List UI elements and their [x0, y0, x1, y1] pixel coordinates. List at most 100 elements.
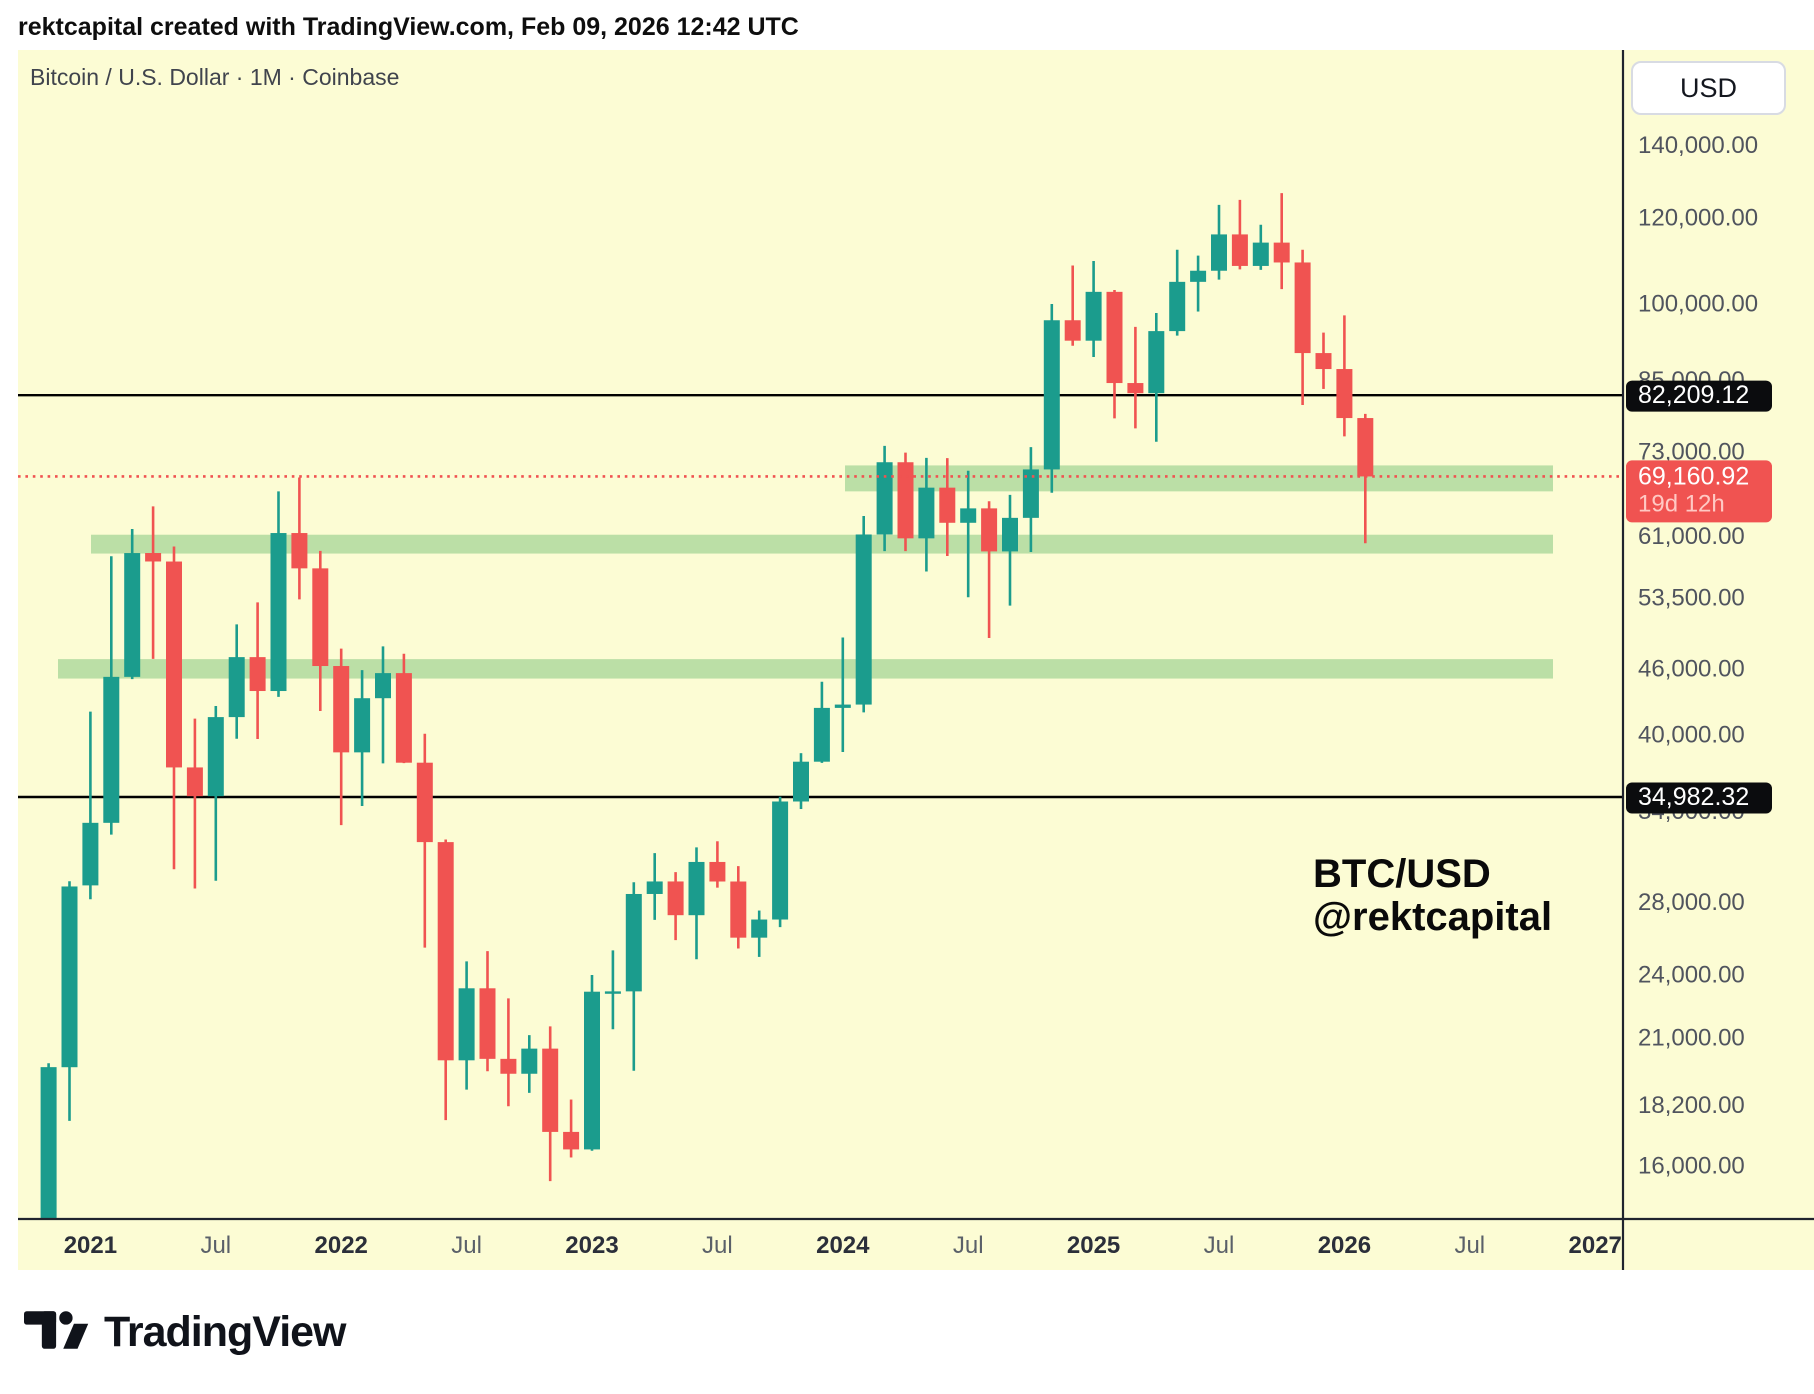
candle-body [1148, 331, 1165, 394]
candle-body [166, 561, 182, 768]
candle-body [960, 508, 977, 523]
candle-body [479, 988, 496, 1059]
candle-body [813, 707, 830, 762]
candle-body [354, 698, 371, 753]
candle-body [1085, 291, 1102, 341]
support-zone [58, 659, 1553, 679]
candle-body [416, 762, 433, 843]
time-tick-label: Jul [200, 1232, 231, 1259]
candle-body [1315, 353, 1332, 370]
candle-body [375, 673, 391, 699]
price-scale[interactable]: 140,000.00120,000.00100,000.0085,000.007… [1638, 132, 1758, 1179]
candle-body [395, 673, 412, 763]
svg-text:69,160.92: 69,160.92 [1638, 462, 1749, 490]
time-tick-label: Jul [1454, 1232, 1485, 1259]
candle-body [981, 508, 998, 552]
candle-body [61, 886, 78, 1068]
candle-body [772, 801, 789, 920]
candle-body [228, 657, 245, 718]
candle-body [646, 881, 663, 894]
candle-body [1190, 270, 1207, 282]
attribution-text: rektcapital created with TradingView.com… [18, 13, 799, 41]
support-zone [91, 534, 1553, 554]
price-tick-label: 100,000.00 [1638, 291, 1758, 318]
candle-body [897, 462, 914, 539]
candle-body [1294, 262, 1311, 354]
candle-body [688, 861, 705, 916]
time-tick-label: 2021 [64, 1232, 117, 1259]
price-tick-label: 140,000.00 [1638, 132, 1758, 159]
price-tick-label: 40,000.00 [1638, 721, 1745, 748]
candle-body [584, 991, 600, 1150]
price-tick-label: 53,500.00 [1638, 585, 1745, 612]
candle-body [751, 919, 768, 938]
candle-body [521, 1048, 538, 1074]
time-tick-label: 2026 [1318, 1232, 1371, 1259]
candle-body [312, 568, 329, 667]
time-tick-label: 2022 [315, 1232, 368, 1259]
candle-body [918, 487, 935, 539]
candle-body [124, 553, 141, 677]
candle-body [1211, 234, 1227, 271]
candle-body [730, 881, 747, 938]
candle-body [458, 988, 475, 1061]
support-zone [845, 465, 1553, 492]
candle-body [1252, 242, 1269, 266]
candle-body [270, 533, 287, 692]
candle-body [437, 842, 454, 1061]
candle-body [709, 861, 726, 882]
candle-body [249, 657, 266, 692]
price-level-badge: 82,209.12 [1626, 380, 1772, 412]
price-tick-label: 16,000.00 [1638, 1152, 1745, 1179]
time-tick-label: Jul [451, 1232, 482, 1259]
price-tick-label: 46,000.00 [1638, 656, 1745, 683]
candle-body [876, 462, 893, 535]
candle-body [1357, 418, 1374, 477]
candle-body [207, 717, 224, 797]
candle-body [186, 767, 203, 797]
candle-body [103, 676, 120, 823]
price-level-lines [18, 393, 1623, 799]
candle-body [542, 1048, 559, 1132]
candle-body [1273, 242, 1290, 263]
time-tick-label: 2024 [816, 1232, 870, 1259]
candle-body [1169, 281, 1186, 332]
candle-body [667, 881, 684, 916]
time-scale[interactable]: 2021 Jul 2022 Jul 2023 Jul 2024 Jul 2025 Jul 2026 J… [64, 1232, 1622, 1259]
candle-body [1043, 320, 1060, 470]
candle-body [939, 487, 956, 523]
candle-body [604, 991, 621, 994]
currency-toggle-button[interactable]: USD [1631, 61, 1786, 115]
candle-body [40, 1067, 57, 1219]
support-zones [58, 465, 1553, 679]
candle-body [855, 534, 872, 705]
candle-body [834, 704, 851, 708]
price-tick-label: 18,200.00 [1638, 1092, 1745, 1119]
price-tick-label: 21,000.00 [1638, 1025, 1745, 1052]
candle-body [145, 553, 162, 562]
price-tick-label: 120,000.00 [1638, 205, 1758, 232]
time-tick-label: Jul [702, 1232, 733, 1259]
time-tick-label: 2025 [1067, 1232, 1120, 1259]
candle-body [82, 822, 99, 886]
candle-body [1336, 369, 1353, 419]
bar-countdown: 19d 12h [1638, 490, 1725, 517]
time-tick-label: 2027 [1569, 1232, 1622, 1259]
candle-body [1002, 517, 1018, 552]
tradingview-logo[interactable]: TradingView [24, 1308, 346, 1357]
svg-text:82,209.12: 82,209.12 [1638, 381, 1749, 409]
candle-body [291, 533, 308, 569]
candle-body [563, 1131, 580, 1150]
price-tick-label: 24,000.00 [1638, 962, 1745, 989]
svg-text:34,982.32: 34,982.32 [1638, 783, 1749, 811]
candle-body [500, 1058, 517, 1074]
price-tick-label: 28,000.00 [1638, 889, 1745, 916]
candle-body [1127, 383, 1144, 394]
candle-body [1231, 234, 1248, 266]
candle-body [1064, 320, 1081, 341]
tradingview-logo-text: TradingView [104, 1308, 346, 1356]
candle-body [625, 893, 642, 992]
